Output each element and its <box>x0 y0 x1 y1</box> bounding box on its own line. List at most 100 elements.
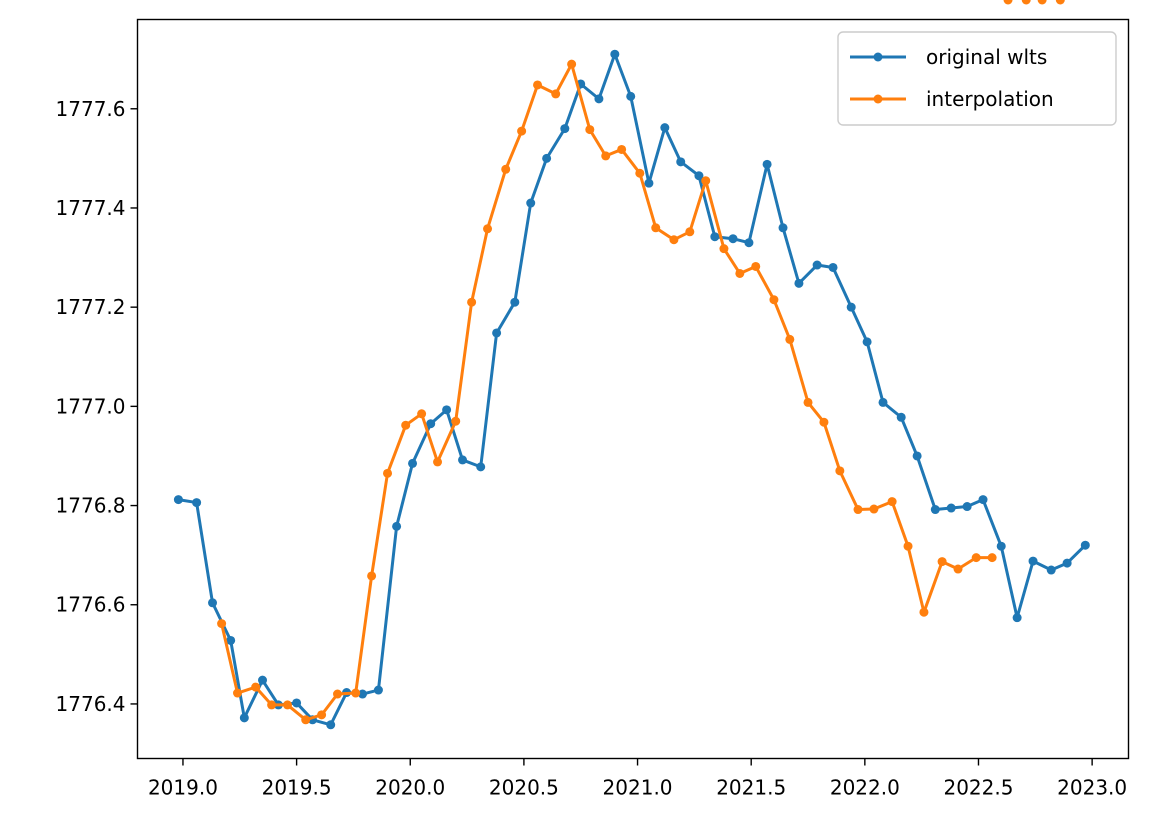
data-point-interpolation <box>1021 0 1031 5</box>
data-point-interpolation <box>317 710 327 720</box>
data-point-interpolation <box>1037 0 1047 5</box>
data-point-interpolation <box>971 553 981 563</box>
data-point-original-wlts <box>594 94 604 104</box>
data-point-original-wlts <box>828 262 838 272</box>
data-point-original-wlts <box>526 198 536 208</box>
x-tick-label: 2021.5 <box>716 776 786 800</box>
data-point-original-wlts <box>476 462 486 472</box>
data-point-interpolation <box>251 682 261 692</box>
data-point-interpolation <box>467 297 477 307</box>
data-point-original-wlts <box>1028 556 1038 566</box>
data-point-interpolation <box>517 126 527 136</box>
data-point-interpolation <box>601 151 611 161</box>
data-point-original-wlts <box>794 278 804 288</box>
data-point-original-wlts <box>962 502 972 512</box>
x-axis: 2019.0 2019.5 2020.0 2020.5 2021.0 2021.5 2022… <box>148 758 1127 800</box>
data-point-interpolation <box>351 688 361 698</box>
data-point-original-wlts <box>426 419 436 429</box>
data-point-original-wlts <box>660 123 670 133</box>
data-point-interpolation <box>953 564 963 574</box>
data-point-interpolation <box>1055 0 1065 5</box>
data-point-interpolation <box>451 416 461 426</box>
data-point-interpolation <box>987 553 997 563</box>
data-point-interpolation <box>937 557 947 567</box>
data-point-original-wlts <box>878 397 888 407</box>
data-point-original-wlts <box>996 541 1006 551</box>
data-point-original-wlts <box>978 495 988 505</box>
x-tick-label: 2020.0 <box>375 776 445 800</box>
data-point-interpolation <box>651 223 661 233</box>
data-point-interpolation <box>887 497 897 507</box>
x-tick-label: 2019.5 <box>262 776 332 800</box>
y-tick-label: 1777.4 <box>56 196 126 220</box>
data-point-original-wlts <box>896 412 906 422</box>
data-point-original-wlts <box>326 720 336 730</box>
data-point-interpolation <box>301 715 311 725</box>
data-point-interpolation <box>367 571 377 581</box>
x-tick-label: 2022.5 <box>943 776 1013 800</box>
data-point-original-wlts <box>728 234 738 244</box>
data-point-original-wlts <box>676 157 686 167</box>
data-point-interpolation <box>567 59 577 69</box>
y-tick-label: 1776.4 <box>56 692 126 716</box>
y-tick-label: 1777.6 <box>56 97 126 121</box>
data-point-original-wlts <box>644 178 654 188</box>
y-tick-label: 1776.8 <box>56 494 126 518</box>
data-point-interpolation <box>283 700 293 710</box>
x-tick-label: 2020.5 <box>489 776 559 800</box>
data-point-original-wlts <box>239 713 249 723</box>
x-tick-label: 2022.0 <box>830 776 900 800</box>
data-point-interpolation <box>585 125 595 135</box>
x-tick-label: 2023.0 <box>1057 776 1127 800</box>
data-point-interpolation <box>433 457 443 467</box>
data-point-interpolation <box>869 504 879 514</box>
data-point-original-wlts <box>930 505 940 515</box>
data-point-interpolation <box>617 144 627 154</box>
legend: original wlts interpolation <box>837 31 1117 126</box>
data-point-interpolation <box>719 244 729 254</box>
data-point-original-wlts <box>192 498 202 508</box>
legend-marker-original-wlts <box>873 52 883 62</box>
data-point-interpolation <box>383 468 393 478</box>
data-point-interpolation <box>819 417 829 427</box>
y-tick-label: 1777.2 <box>56 295 126 319</box>
data-point-original-wlts <box>744 238 754 248</box>
y-tick-label: 1776.6 <box>56 593 126 617</box>
data-point-interpolation <box>835 466 845 476</box>
plot-marks <box>173 0 1090 730</box>
data-point-interpolation <box>685 227 695 237</box>
data-point-original-wlts <box>762 159 772 169</box>
data-point-interpolation <box>853 505 863 515</box>
data-point-original-wlts <box>912 451 922 461</box>
data-point-original-wlts <box>710 232 720 242</box>
data-point-interpolation <box>1003 0 1013 5</box>
data-point-interpolation <box>701 176 711 186</box>
data-point-original-wlts <box>778 223 788 233</box>
data-point-interpolation <box>751 261 761 271</box>
data-point-original-wlts <box>610 49 620 59</box>
x-tick-label: 2019.0 <box>148 776 218 800</box>
data-point-original-wlts <box>1012 613 1022 623</box>
data-point-original-wlts <box>258 675 268 685</box>
data-point-original-wlts <box>208 598 218 608</box>
data-point-interpolation <box>919 607 929 617</box>
data-point-interpolation <box>635 168 645 178</box>
data-point-original-wlts <box>173 495 183 505</box>
data-point-original-wlts <box>392 521 402 531</box>
data-point-original-wlts <box>694 171 704 181</box>
data-point-original-wlts <box>492 328 502 338</box>
data-point-original-wlts <box>373 685 383 695</box>
data-point-original-wlts <box>846 302 856 312</box>
data-point-interpolation <box>501 164 511 174</box>
data-point-original-wlts <box>542 153 552 163</box>
data-point-original-wlts <box>458 455 468 465</box>
data-point-original-wlts <box>812 260 822 270</box>
y-axis: 1776.4 1776.6 1776.8 1777.0 1777.2 1777.4 1777… <box>56 97 138 716</box>
data-point-interpolation <box>769 295 779 305</box>
legend-box <box>837 31 1117 126</box>
data-point-interpolation <box>217 619 227 629</box>
data-point-interpolation <box>267 700 277 710</box>
legend-label-original-wlts: original wlts <box>926 45 1047 69</box>
data-point-interpolation <box>551 89 561 99</box>
data-point-interpolation <box>533 80 543 90</box>
